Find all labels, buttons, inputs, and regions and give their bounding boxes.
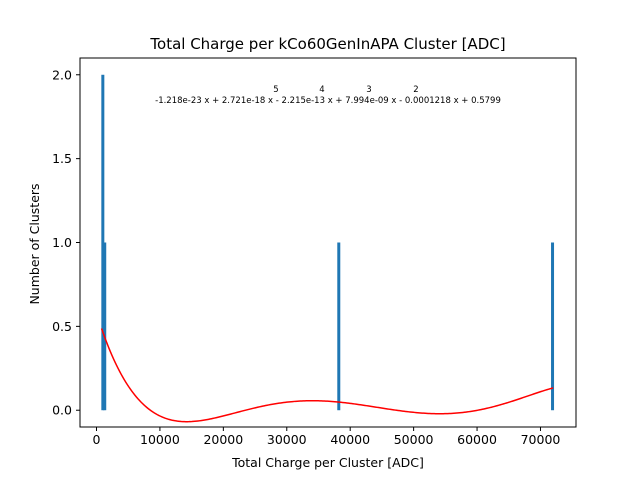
- histogram-bar: [101, 74, 105, 411]
- histogram-bar: [551, 242, 555, 411]
- x-tick-label: 20000: [203, 432, 243, 447]
- x-tick-label: 40000: [330, 432, 370, 447]
- histogram-bar: [103, 242, 107, 411]
- x-tick-label: 10000: [140, 432, 180, 447]
- chart-title: Total Charge per kCo60GenInAPA Cluster […: [149, 35, 505, 53]
- x-axis-ticks: 0 10000 20000 30000 40000 50000 60000 70000: [93, 427, 561, 447]
- y-tick-label: 0.5: [52, 319, 72, 334]
- x-tick-label: 0: [93, 432, 101, 447]
- x-tick-label: 30000: [267, 432, 307, 447]
- y-tick-label: 2.0: [52, 67, 72, 82]
- y-axis-label: Number of Clusters: [27, 183, 42, 304]
- histogram-bar: [337, 242, 341, 411]
- fit-formula: -1.218e-23 x + 2.721e-18 x - 2.215e-13 x…: [155, 96, 501, 106]
- y-tick-label: 1.5: [52, 151, 72, 166]
- y-axis-ticks: 0.0 0.5 1.0 1.5 2.0: [52, 67, 80, 418]
- x-tick-label: 50000: [394, 432, 434, 447]
- x-tick-label: 60000: [457, 432, 497, 447]
- x-axis-label: Total Charge per Cluster [ADC]: [231, 455, 424, 470]
- x-tick-label: 70000: [521, 432, 561, 447]
- y-tick-label: 0.0: [52, 403, 72, 418]
- y-tick-label: 1.0: [52, 235, 72, 250]
- histogram-bars: [101, 74, 555, 411]
- fit-curve: [100, 328, 554, 423]
